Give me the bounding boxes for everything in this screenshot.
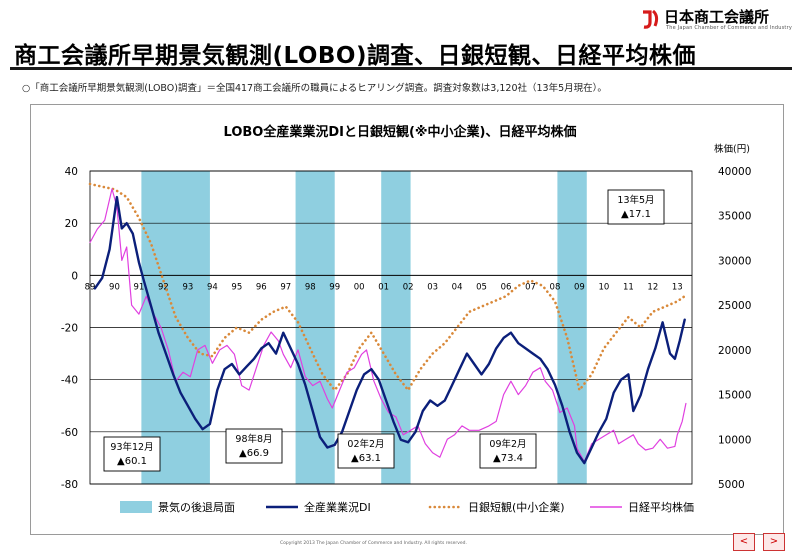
title-divider <box>10 67 792 70</box>
x-tick-label: 92 <box>158 282 169 292</box>
x-tick-label: 05 <box>476 282 487 292</box>
annotation-label: 09年2月 <box>489 438 526 450</box>
x-tick-label: 13 <box>672 282 683 292</box>
x-tick-label: 97 <box>280 282 291 292</box>
x-tick-label: 95 <box>231 282 242 292</box>
x-tick-label: 09 <box>574 282 585 292</box>
x-tick-label: 07 <box>525 282 536 292</box>
legend-label: 全産業業況DI <box>304 500 371 514</box>
y-tick-label: -80 <box>61 479 78 491</box>
annotation-value: ▲63.1 <box>351 453 381 464</box>
x-tick-label: 98 <box>305 282 316 292</box>
x-tick-label: 12 <box>647 282 658 292</box>
series-line-0 <box>93 195 686 465</box>
x-tick-label: 96 <box>256 282 267 292</box>
annotation-box <box>225 428 283 464</box>
x-tick-label: 11 <box>623 282 634 292</box>
org-subtitle: The Japan Chamber of Commerce and Indust… <box>666 25 793 31</box>
y2-tick-label: 40000 <box>718 166 751 178</box>
x-tick-label: 90 <box>109 282 120 292</box>
y2-tick-label: 15000 <box>718 390 751 402</box>
annotation-box <box>103 436 161 472</box>
survey-note: ○「商工会議所早期景気観測(LOBO)調査」＝全国417商工会議所の職員によるヒ… <box>22 83 607 94</box>
annotation-label: 02年2月 <box>347 438 384 450</box>
series-line-1 <box>88 182 687 392</box>
x-tick-label: 91 <box>134 282 145 292</box>
y-tick-label: 40 <box>65 166 78 178</box>
legend-label: 日経平均株価 <box>628 500 694 514</box>
chart-title: LOBO全産業業況DIと日銀短観(※中小企業)、日経平均株価 <box>224 124 577 140</box>
legend-label: 景気の後退局面 <box>158 500 235 514</box>
y-tick-label: -40 <box>61 375 78 387</box>
x-tick-label: 00 <box>354 282 365 292</box>
y2-tick-label: 25000 <box>718 300 751 312</box>
x-tick-label: 10 <box>598 282 609 292</box>
annotation-label: 13年5月 <box>617 194 654 206</box>
org-logo: 日本商工会議所 The Japan Chamber of Commerce an… <box>640 6 793 34</box>
x-tick-label: 89 <box>85 282 96 292</box>
y2-tick-label: 5000 <box>718 479 745 491</box>
x-tick-label: 04 <box>452 282 463 292</box>
x-tick-label: 99 <box>329 282 340 292</box>
org-name: 日本商工会議所 <box>664 8 770 26</box>
annotation-value: ▲66.9 <box>239 448 269 459</box>
x-tick-label: 93 <box>182 282 193 292</box>
plot-border <box>89 170 693 485</box>
x-tick-label: 94 <box>207 282 218 292</box>
jcci-logo-icon <box>643 9 659 29</box>
y2-tick-label: 10000 <box>718 434 751 446</box>
page-title: 商工会議所早期景気観測(LOBO)調査、日銀短観、日経平均株価 <box>14 43 696 69</box>
x-tick-label: 02 <box>403 282 414 292</box>
next-slide-button[interactable]: > <box>763 533 785 551</box>
x-tick-label: 06 <box>501 282 512 292</box>
annotation-value: ▲73.4 <box>493 453 523 464</box>
annotation-value: ▲60.1 <box>117 456 147 467</box>
x-tick-label: 01 <box>378 282 389 292</box>
y-tick-label: 0 <box>71 270 78 282</box>
legend-swatch-recession <box>120 501 152 513</box>
x-tick-label: 03 <box>427 282 438 292</box>
y2-tick-label: 20000 <box>718 345 751 357</box>
annotation-box <box>479 433 537 469</box>
y-tick-label: -60 <box>61 427 78 439</box>
y2-axis-label: 株価(円) <box>714 143 750 155</box>
annotation-box <box>337 433 395 469</box>
chart: LOBO全産業業況DIと日銀短観(※中小企業)、日経平均株価株価(円)40200… <box>61 124 752 514</box>
copyright: Copyright 2013 The Japan Chamber of Comm… <box>280 541 467 546</box>
annotation-box <box>607 189 665 225</box>
annotation-label: 98年8月 <box>235 433 272 445</box>
y2-tick-label: 30000 <box>718 255 751 267</box>
annotation-label: 93年12月 <box>110 441 153 453</box>
x-tick-label: 08 <box>550 282 561 292</box>
annotation-value: ▲17.1 <box>621 209 651 220</box>
series-line-2 <box>89 188 687 463</box>
legend-label: 日銀短観(中小企業) <box>468 500 565 514</box>
prev-slide-button[interactable]: < <box>733 533 755 551</box>
y-tick-label: 20 <box>65 218 78 230</box>
y-tick-label: -20 <box>61 323 78 335</box>
y2-tick-label: 35000 <box>718 211 751 223</box>
